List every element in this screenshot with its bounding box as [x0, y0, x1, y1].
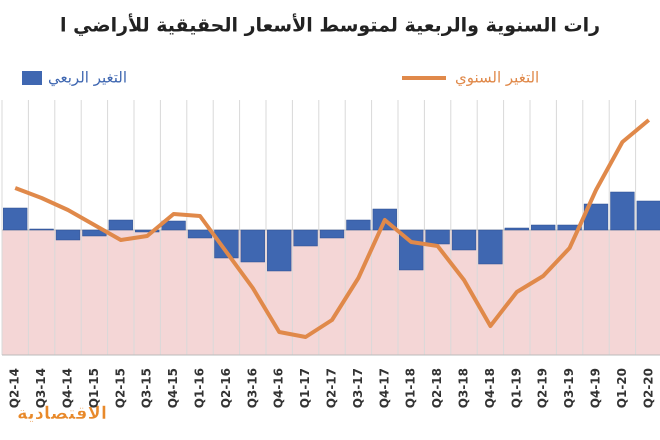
legend-swatch [22, 71, 42, 85]
bar [3, 207, 28, 231]
bar [610, 191, 635, 231]
bar [108, 219, 133, 231]
x-tick-label: Q2-17 [325, 368, 339, 408]
x-tick-label: Q3-18 [457, 368, 471, 408]
bar [135, 229, 160, 233]
legend-label: التغير السنوي [455, 69, 539, 88]
x-tick-label: Q3-16 [245, 368, 259, 408]
x-tick-label: Q4-18 [483, 368, 497, 408]
bar [346, 219, 371, 231]
bar [55, 229, 81, 241]
x-tick-label: Q2-16 [219, 368, 233, 408]
x-tick-label: Q4-16 [272, 368, 286, 408]
x-tick-label: Q1-18 [404, 368, 418, 408]
x-tick-label: Q3-19 [562, 368, 576, 408]
x-tick-label: Q4-14 [61, 368, 75, 408]
x-tick-label: Q3-14 [34, 368, 48, 408]
bar [319, 229, 345, 239]
x-tick-label: Q4-17 [377, 368, 391, 408]
x-tick-label: Q3-17 [351, 368, 365, 408]
x-tick-label: Q2-20 [641, 368, 655, 408]
bar [293, 229, 318, 247]
x-tick-label: Q1-17 [298, 368, 312, 408]
bar [557, 224, 582, 231]
bar [187, 229, 213, 239]
bar [399, 229, 424, 271]
negative-zone [2, 230, 660, 355]
x-tick-label: Q1-19 [509, 368, 523, 408]
bar [29, 228, 54, 231]
chart-title: رات السنوية والربعية لمتوسط الأسعار الحق… [60, 14, 600, 37]
watermark: الاقتصادية [17, 403, 107, 424]
x-tick-label: Q4-15 [166, 368, 180, 408]
x-tick-label: Q2-14 [8, 368, 22, 408]
bar [214, 229, 239, 259]
bar [636, 200, 660, 231]
x-tick-label: Q4-19 [589, 368, 603, 408]
x-tick-label: Q1-15 [87, 368, 101, 408]
bar [425, 229, 450, 245]
bar [267, 229, 292, 272]
line [14, 118, 651, 339]
bar [478, 229, 503, 265]
x-tick-label: Q3-15 [140, 368, 154, 408]
bar [240, 229, 265, 263]
bar [531, 224, 556, 231]
x-tick-label: Q2-18 [430, 368, 444, 408]
x-tick-label: Q2-15 [113, 368, 127, 408]
x-tick-label: Q1-20 [615, 368, 629, 408]
legend-label: التغير الربعي [48, 69, 127, 88]
bar [504, 227, 529, 231]
x-tick-label: Q1-16 [193, 368, 207, 408]
x-tick-label: Q2-19 [536, 368, 550, 408]
bar [451, 229, 477, 251]
